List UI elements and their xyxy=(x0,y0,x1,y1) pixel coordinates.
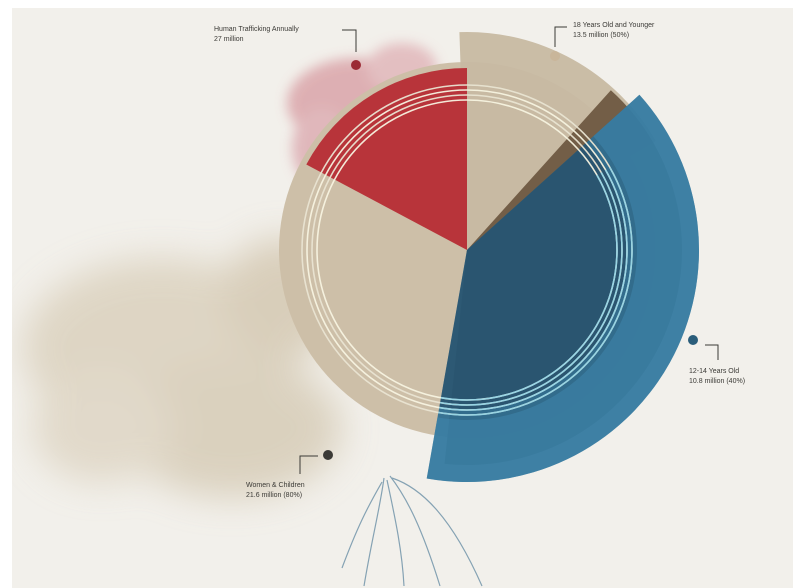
youth-slice xyxy=(459,31,656,250)
youth-label: 18 Years Old and Younger 13.5 million (5… xyxy=(573,21,654,41)
trafficking-name: Human Trafficking Annually xyxy=(214,26,299,33)
teens-label: 12-14 Years Old 10.8 million (40%) xyxy=(689,367,745,387)
beige-watercolor-stain xyxy=(22,238,342,498)
women-name: Women & Children xyxy=(246,482,305,489)
teens-outer-band xyxy=(426,94,700,483)
callout-lines xyxy=(299,26,719,474)
youth-name: 18 Years Old and Younger xyxy=(573,22,655,29)
youth-value: 13.5 million (50%) xyxy=(573,32,630,39)
teens-marker xyxy=(688,335,698,345)
roots-drawing xyxy=(341,475,483,587)
youth-marker xyxy=(550,51,560,61)
infographic-canvas: Human Trafficking Annually 27 million 18… xyxy=(12,8,793,588)
chart-marks xyxy=(279,31,700,483)
chart-graphic xyxy=(22,26,719,587)
teens-value: 10.8 million (40%) xyxy=(689,378,746,385)
trafficking-slice xyxy=(306,68,467,250)
trafficking-label: Human Trafficking Annually 27 million xyxy=(214,25,299,45)
trafficking-marker xyxy=(351,60,361,70)
women-label: Women & Children 21.6 million (80%) xyxy=(246,481,305,501)
teens-inner-shade xyxy=(439,142,628,411)
women-marker xyxy=(323,450,333,460)
teens-name: 12-14 Years Old xyxy=(689,368,740,375)
women-value: 21.6 million (80%) xyxy=(246,492,303,499)
trafficking-value: 27 million xyxy=(214,36,244,43)
